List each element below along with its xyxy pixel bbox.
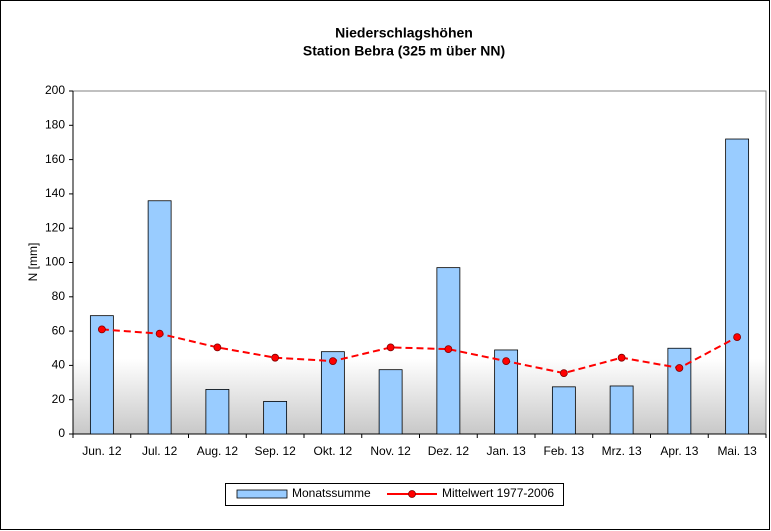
- y-tick-label: 120: [45, 220, 65, 234]
- y-tick-label: 100: [45, 255, 65, 269]
- y-tick-label: 180: [45, 117, 65, 131]
- x-tick-label: Mrz. 13: [602, 444, 642, 458]
- y-tick-label: 80: [52, 289, 66, 303]
- marker: [502, 357, 511, 366]
- legend-label: Monatssumme: [292, 486, 371, 500]
- bar: [378, 369, 403, 435]
- bar: [147, 200, 172, 435]
- x-tick-label: Okt. 12: [314, 444, 353, 458]
- legend-marker: [408, 490, 416, 498]
- x-tick-label: Jun. 12: [82, 444, 122, 458]
- y-tick-label: 40: [52, 358, 66, 372]
- marker: [328, 357, 337, 366]
- bar: [667, 347, 692, 435]
- x-tick-label: Sep. 12: [254, 444, 296, 458]
- x-tick-label: Aug. 12: [197, 444, 239, 458]
- chart-subtitle: Station Bebra (325 m über NN): [303, 43, 505, 59]
- bar: [494, 349, 519, 435]
- bar: [263, 401, 288, 435]
- x-tick-label: Nov. 12: [370, 444, 411, 458]
- marker: [155, 329, 164, 338]
- marker: [617, 353, 626, 362]
- y-tick-label: 200: [45, 83, 65, 97]
- y-tick-label: 160: [45, 152, 65, 166]
- line: [101, 328, 738, 375]
- bar: [205, 389, 230, 435]
- marker: [386, 343, 395, 352]
- legend-label: Mittelwert 1977-2006: [442, 486, 554, 500]
- plot-area: [72, 90, 767, 435]
- x-tick-label: Mai. 13: [717, 444, 757, 458]
- bar: [551, 386, 576, 435]
- y-tick-label: 0: [58, 426, 65, 440]
- marker: [271, 353, 280, 362]
- y-axis-label: N [mm]: [26, 243, 40, 282]
- x-tick-label: Dez. 12: [428, 444, 470, 458]
- marker: [97, 325, 106, 334]
- y-tick-label: 60: [52, 323, 66, 337]
- x-tick-label: Jul. 12: [142, 444, 178, 458]
- bar: [725, 138, 750, 435]
- marker: [733, 333, 742, 342]
- x-tick-label: Apr. 13: [660, 444, 698, 458]
- marker: [559, 369, 568, 378]
- chart-title: Niederschlagshöhen: [335, 25, 473, 41]
- x-tick-label: Feb. 13: [544, 444, 585, 458]
- marker: [444, 345, 453, 354]
- x-tick-label: Jan. 13: [486, 444, 526, 458]
- bar: [89, 315, 114, 435]
- bar: [320, 351, 345, 435]
- legend-swatch: [236, 489, 288, 499]
- y-tick-label: 20: [52, 392, 66, 406]
- marker: [213, 343, 222, 352]
- bar: [609, 385, 634, 435]
- y-tick-label: 140: [45, 186, 65, 200]
- marker: [675, 364, 684, 372]
